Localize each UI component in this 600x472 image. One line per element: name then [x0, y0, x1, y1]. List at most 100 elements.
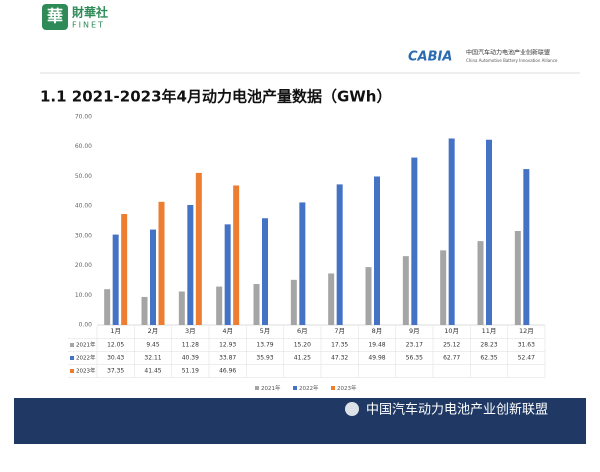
logo-mark: [42, 4, 68, 30]
x-tick-label: 5月: [260, 327, 271, 335]
x-tick-label: 6月: [297, 327, 308, 335]
footer-band: [14, 398, 586, 444]
footer-text: 中国汽车动力电池产业创新联盟: [366, 402, 548, 418]
data-label: 37.35: [107, 368, 124, 375]
data-label: 28.23: [480, 342, 497, 349]
legend-label: 2021年: [261, 384, 281, 392]
data-label: 41.25: [294, 355, 311, 362]
data-label: 12.93: [219, 342, 236, 349]
logo-en: FINET: [72, 21, 105, 30]
table-legend-swatch: [70, 343, 74, 347]
bar: [158, 201, 165, 325]
bar: [411, 157, 418, 325]
data-label: 17.35: [331, 342, 348, 349]
logo-cn: 財華社: [71, 5, 108, 20]
x-tick-label: 10月: [444, 327, 459, 335]
table-series-name: 2021年: [76, 341, 96, 349]
data-label: 25.12: [443, 342, 460, 349]
bar: [112, 234, 119, 325]
chart-title: 1.1 2021-2023年4月动力电池产量数据（GWh）: [40, 88, 392, 106]
bar: [195, 172, 202, 325]
wechat-icon: [345, 402, 359, 416]
y-tick-label: 70.00: [75, 114, 92, 121]
bar: [141, 296, 148, 325]
bar: [336, 184, 343, 325]
x-tick-label: 8月: [372, 327, 383, 335]
data-label: 15.20: [294, 342, 311, 349]
legend-label: 2022年: [299, 384, 319, 392]
bar: [187, 204, 194, 325]
data-label: 52.47: [518, 355, 535, 362]
data-label: 46.96: [219, 368, 236, 375]
data-label: 49.98: [368, 355, 385, 362]
bar: [104, 289, 111, 325]
bar: [178, 291, 185, 325]
data-label: 35.93: [256, 355, 273, 362]
alliance-cn: 中国汽车动力电池产业创新联盟: [466, 49, 550, 57]
table-legend-swatch: [70, 356, 74, 360]
y-tick-label: 60.00: [75, 143, 92, 150]
y-tick-label: 50.00: [75, 173, 92, 180]
legend-swatch: [331, 386, 335, 390]
bar: [486, 139, 492, 325]
data-label: 62.35: [480, 355, 497, 362]
bar: [216, 286, 223, 325]
data-label: 30.43: [107, 355, 124, 362]
bar: [374, 176, 380, 325]
bar: [477, 241, 484, 325]
bar: [328, 273, 335, 325]
x-tick-label: 4月: [222, 327, 233, 335]
x-tick-label: 7月: [334, 327, 345, 335]
plot: 0.00 10.00 20.00 30.00 40.00 50.00 60.00 70.00 1…: [68, 114, 546, 392]
data-label: 9.45: [146, 342, 160, 349]
bar: [224, 224, 231, 325]
data-label: 51.19: [182, 368, 199, 375]
bar: [253, 284, 260, 325]
bar: [290, 279, 297, 325]
alliance-logo: CABIA: [408, 50, 452, 65]
data-label: 12.05: [107, 342, 124, 349]
x-tick-label: 11月: [482, 327, 497, 335]
table-legend-swatch: [70, 369, 74, 373]
data-label: 31.63: [518, 342, 535, 349]
y-tick-label: 10.00: [75, 292, 92, 299]
bar: [150, 229, 156, 325]
x-tick-label: 3月: [185, 327, 196, 335]
x-tick-label: 1月: [110, 327, 121, 335]
bar: [514, 231, 521, 325]
y-tick-label: 20.00: [75, 262, 92, 269]
x-tick-label: 9月: [409, 327, 420, 335]
x-tick-label: 12月: [519, 327, 534, 335]
bar: [402, 256, 409, 325]
y-tick-label: 30.00: [75, 232, 92, 239]
data-label: 47.32: [331, 355, 348, 362]
y-tick-label: 40.00: [75, 203, 92, 210]
bar: [440, 250, 447, 325]
bar: [299, 202, 306, 325]
data-label: 40.39: [182, 355, 199, 362]
bar: [448, 138, 455, 325]
bar: [233, 185, 240, 325]
legend-label: 2023年: [337, 384, 357, 392]
data-label: 32.11: [144, 355, 161, 362]
bar: [121, 214, 128, 325]
bar: [523, 169, 530, 325]
y-tick-label: 0.00: [79, 322, 93, 329]
table-series-name: 2023年: [76, 367, 96, 375]
bar: [365, 267, 372, 325]
logo-glyph: 華: [47, 7, 63, 26]
data-label: 11.28: [182, 342, 199, 349]
alliance-en: China Automotive Battery Innovation Alli…: [466, 58, 558, 63]
bar: [262, 218, 268, 325]
table-series-name: 2022年: [76, 354, 96, 362]
data-label: 13.79: [256, 342, 273, 349]
data-label: 62.77: [443, 355, 460, 362]
data-label: 19.48: [368, 342, 385, 349]
x-tick-label: 2月: [148, 327, 159, 335]
data-label: 23.17: [406, 342, 423, 349]
legend-swatch: [293, 386, 297, 390]
data-label: 41.45: [144, 368, 161, 375]
data-label: 33.87: [219, 355, 236, 362]
legend-swatch: [255, 386, 259, 390]
